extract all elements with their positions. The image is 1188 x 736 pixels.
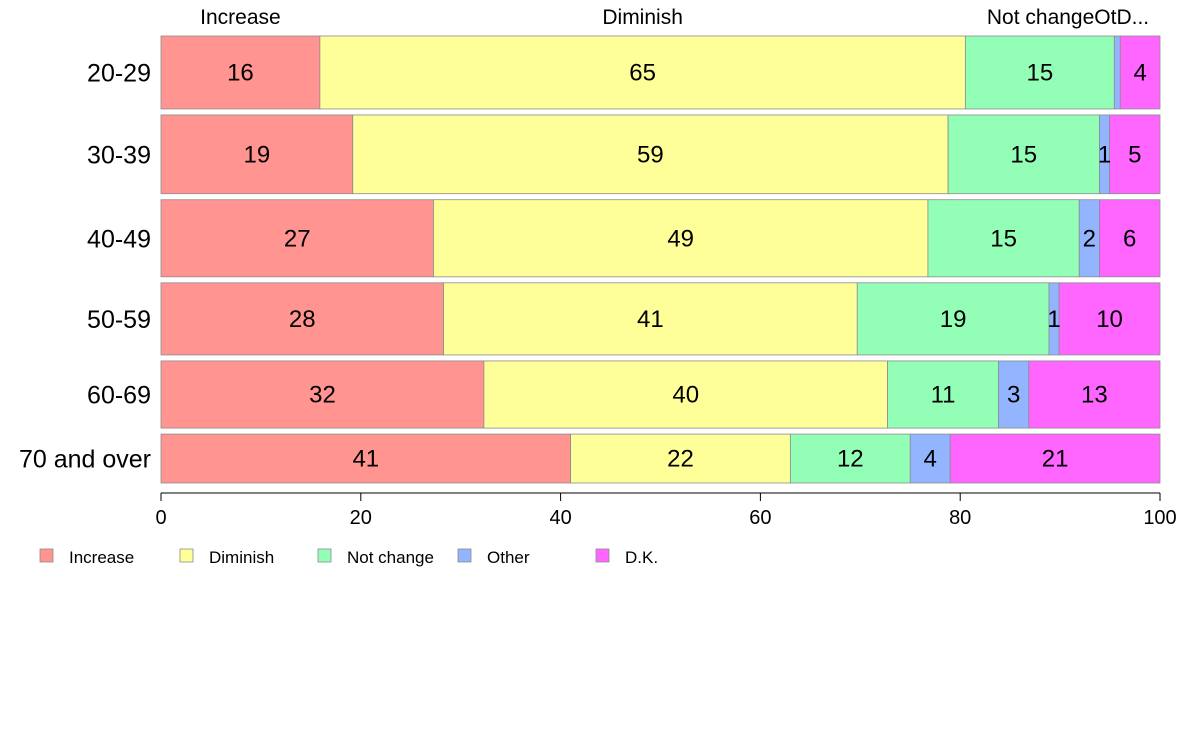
data-label-30-39-not-change: 15 bbox=[1010, 141, 1037, 168]
data-label-50-59-not-change: 19 bbox=[940, 306, 967, 333]
bar-50-59-d-k bbox=[1058, 282, 1161, 356]
data-label-30-39-d-k: 5 bbox=[1128, 141, 1141, 168]
bar-60-69-increase bbox=[160, 360, 485, 429]
data-label-70-and-over-other: 4 bbox=[924, 446, 937, 473]
bar-30-39-not-change bbox=[947, 114, 1100, 195]
x-tick-label-100: 100 bbox=[1143, 507, 1176, 529]
data-label-40-49-increase: 27 bbox=[284, 225, 311, 252]
category-label-60-69: 60-69 bbox=[87, 382, 151, 410]
x-tick-label-20: 20 bbox=[350, 507, 372, 529]
data-label-50-59-other: 1 bbox=[1047, 306, 1060, 333]
data-label-50-59-diminish: 41 bbox=[637, 306, 664, 333]
category-label-20-29: 20-29 bbox=[87, 59, 151, 87]
data-label-50-59-d-k: 10 bbox=[1096, 306, 1123, 333]
legend-swatch-diminish bbox=[179, 548, 194, 563]
legend: Increase Diminish Not change Other D.K. bbox=[39, 548, 658, 567]
column-header-diminish: Diminish bbox=[602, 6, 683, 29]
bar-70-and-over-diminish bbox=[570, 433, 791, 484]
bar-70-and-over-increase bbox=[160, 433, 571, 484]
bar-30-39-d-k bbox=[1109, 114, 1161, 195]
bar-70-and-over-d-k bbox=[949, 433, 1161, 484]
legend-swatch-d-k bbox=[595, 548, 610, 563]
category-labels: 20-29 30-39 40-49 50-59 60-69 70 and over bbox=[19, 59, 151, 473]
legend-label-other: Other bbox=[487, 548, 530, 567]
legend-label-increase: Increase bbox=[69, 548, 134, 567]
data-label-20-29-increase: 16 bbox=[227, 59, 254, 86]
data-label-60-69-other: 3 bbox=[1007, 382, 1020, 409]
bars bbox=[160, 35, 1161, 484]
data-label-60-69-diminish: 40 bbox=[672, 382, 699, 409]
bar-50-59-not-change bbox=[856, 282, 1050, 356]
data-label-30-39-other: 1 bbox=[1098, 141, 1111, 168]
column-header-increase: Increase bbox=[200, 6, 281, 29]
bar-70-and-over-other bbox=[909, 433, 951, 484]
bar-60-69-not-change bbox=[887, 360, 999, 429]
data-label-60-69-d-k: 13 bbox=[1081, 382, 1108, 409]
data-label-70-and-over-diminish: 22 bbox=[667, 446, 694, 473]
data-label-20-29-not-change: 15 bbox=[1026, 59, 1053, 86]
category-label-50-59: 50-59 bbox=[87, 306, 151, 334]
data-label-40-49-other: 2 bbox=[1083, 225, 1096, 252]
legend-swatch-not-change bbox=[317, 548, 332, 563]
data-label-60-69-increase: 32 bbox=[309, 382, 336, 409]
column-headers: Increase Diminish Not changeOtD... bbox=[200, 6, 1149, 29]
category-label-40-49: 40-49 bbox=[87, 225, 151, 253]
bar-20-29-other bbox=[1113, 35, 1121, 110]
bar-60-69-d-k bbox=[1028, 360, 1161, 429]
data-label-40-49-diminish: 49 bbox=[667, 225, 694, 252]
bar-40-49-increase bbox=[160, 199, 434, 278]
column-header-not-changeotd: Not changeOtD... bbox=[987, 6, 1149, 29]
x-tick-label-0: 0 bbox=[155, 507, 166, 529]
data-label-50-59-increase: 28 bbox=[289, 306, 316, 333]
x-axis: 0 20 40 60 80 100 bbox=[155, 492, 1177, 529]
bar-30-39-diminish bbox=[352, 114, 949, 195]
bar-20-29-d-k bbox=[1119, 35, 1161, 110]
legend-label-diminish: Diminish bbox=[209, 548, 274, 567]
legend-swatch-other bbox=[457, 548, 472, 563]
bar-30-39-increase bbox=[160, 114, 354, 195]
bar-20-29-increase bbox=[160, 35, 321, 110]
data-label-40-49-not-change: 15 bbox=[990, 225, 1017, 252]
data-label-70-and-over-increase: 41 bbox=[352, 446, 379, 473]
x-tick-label-60: 60 bbox=[749, 507, 771, 529]
category-label-70-and-over: 70 and over bbox=[19, 446, 151, 474]
bar-40-49-not-change bbox=[927, 199, 1080, 278]
legend-label-d-k: D.K. bbox=[625, 548, 658, 567]
legend-label-not-change: Not change bbox=[347, 548, 434, 567]
category-label-30-39: 30-39 bbox=[87, 141, 151, 169]
data-label-70-and-over-not-change: 12 bbox=[837, 446, 864, 473]
bar-50-59-diminish bbox=[443, 282, 858, 356]
legend-swatch-increase bbox=[39, 548, 54, 563]
bar-20-29-not-change bbox=[964, 35, 1115, 110]
data-label-30-39-diminish: 59 bbox=[637, 141, 664, 168]
x-tick-label-80: 80 bbox=[949, 507, 971, 529]
data-label-70-and-over-d-k: 21 bbox=[1042, 446, 1069, 473]
data-label-20-29-d-k: 4 bbox=[1133, 59, 1146, 86]
data-label-20-29-diminish: 65 bbox=[629, 59, 656, 86]
bar-40-49-d-k bbox=[1099, 199, 1161, 278]
bar-20-29-diminish bbox=[319, 35, 966, 110]
x-tick-label-40: 40 bbox=[549, 507, 571, 529]
bar-40-49-diminish bbox=[433, 199, 929, 278]
bar-60-69-other bbox=[998, 360, 1030, 429]
data-label-30-39-increase: 19 bbox=[244, 141, 271, 168]
data-label-40-49-d-k: 6 bbox=[1123, 225, 1136, 252]
data-label-60-69-not-change: 11 bbox=[931, 382, 956, 409]
